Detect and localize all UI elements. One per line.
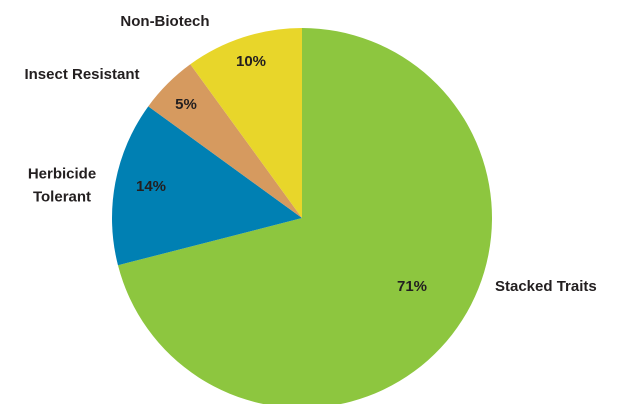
value-label: 10% xyxy=(236,53,266,70)
category-label: Stacked Traits xyxy=(495,278,597,295)
pie-slice xyxy=(117,28,492,404)
category-label-line: Tolerant xyxy=(33,188,91,205)
pie-slice xyxy=(190,28,302,218)
value-label: 5% xyxy=(175,96,197,113)
category-label: Non-Biotech xyxy=(120,13,209,30)
value-label: 71% xyxy=(397,278,427,295)
category-label: Herbicide Tolerant xyxy=(28,165,96,205)
pie-slice xyxy=(148,64,302,218)
value-label: 14% xyxy=(136,178,166,195)
pie-slice xyxy=(112,106,302,266)
category-label: Insect Resistant xyxy=(24,66,139,83)
category-label-line: Herbicide xyxy=(28,165,96,182)
